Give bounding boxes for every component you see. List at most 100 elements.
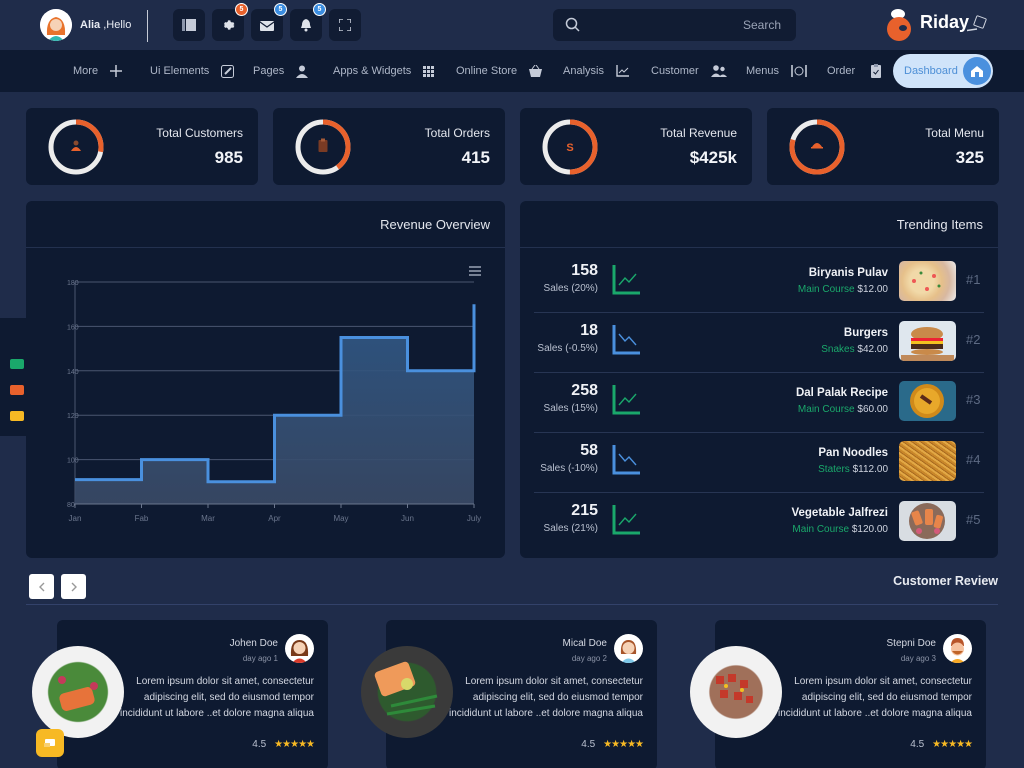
item-sales: Sales (-0.5%)	[537, 343, 598, 354]
rating-value: 4.5	[581, 739, 596, 750]
edit-icon	[221, 64, 235, 78]
bell-icon	[301, 18, 311, 31]
dal-palak-image	[899, 381, 956, 421]
item-count: 18	[580, 322, 598, 339]
grilled-salmon-image	[361, 646, 453, 738]
item-price: $60.00	[857, 404, 888, 415]
item-rank: #3	[966, 392, 981, 407]
notifications-badge: 5	[313, 3, 326, 16]
item-name: Pan Noodles	[818, 447, 888, 459]
item-meta: Main Course $12.00	[798, 284, 888, 295]
item-category: Main Course	[792, 524, 850, 535]
sidebar-toggle-button[interactable]	[173, 9, 205, 41]
nav-item-menus[interactable]: Menus	[746, 50, 807, 92]
brand-logo[interactable]: Riday	[886, 7, 987, 43]
dashboard-button[interactable]: Dashboard	[893, 54, 993, 88]
spatula-icon	[967, 15, 987, 32]
floating-action-button[interactable]	[36, 729, 64, 757]
salmon-salad-image	[32, 646, 124, 738]
user-profile[interactable]: Alia ,Hello	[40, 9, 131, 41]
settings-badge: 5	[235, 3, 248, 16]
users-icon	[710, 65, 727, 77]
dashboard-label: Dashboard	[904, 65, 958, 77]
svg-text:Apr: Apr	[268, 514, 281, 523]
revenue-overview-panel: Revenue Overview 80 100 120 140 160 180 Jan Fab…	[26, 201, 505, 558]
camera-icon[interactable]	[10, 359, 24, 369]
stat-value: 415	[461, 148, 490, 167]
item-name: Burgers	[843, 327, 888, 339]
sidebar-icon	[182, 19, 196, 31]
trending-row[interactable]: 258 Sales (15%) Dal Palak Recipe Main Co…	[534, 373, 984, 433]
chevron-left-icon	[38, 582, 44, 591]
divider	[26, 604, 998, 605]
image-icon[interactable]	[10, 385, 24, 395]
item-count: 215	[571, 502, 598, 519]
nav-item-more[interactable]: More	[73, 50, 123, 92]
panel-title: Trending Items	[896, 217, 983, 232]
svg-text:July: July	[467, 514, 481, 523]
review-time: day ago 1	[242, 654, 278, 663]
trending-row[interactable]: 215 Sales (21%) Vegetable Jalfrezi Main …	[534, 493, 984, 553]
trend-up-icon	[612, 385, 640, 415]
stat-value: 325	[955, 148, 984, 167]
divider	[26, 247, 505, 248]
trend-up-icon	[612, 265, 640, 295]
trending-row[interactable]: 58 Sales (-10%) Pan Noodles Staters $112…	[534, 433, 984, 493]
nav-item-apps-widgets[interactable]: Apps & Widgets	[333, 50, 435, 92]
search-input[interactable]	[589, 9, 789, 41]
mail-icon	[260, 21, 274, 31]
nav-item-online-store[interactable]: Online Store	[456, 50, 543, 92]
stat-title: Total Menu	[925, 126, 984, 140]
svg-text:120: 120	[67, 413, 79, 420]
item-meta: Snakes $42.00	[821, 344, 888, 355]
svg-text:Jan: Jan	[69, 514, 82, 523]
svg-text:160: 160	[67, 324, 79, 331]
trending-items-panel: Trending Items 158 Sales (20%) Biryanis …	[520, 201, 998, 558]
notifications-button[interactable]: 5	[290, 3, 326, 41]
divider	[520, 247, 998, 248]
clipboard-icon	[318, 138, 328, 152]
star-icons: ★★★★★	[274, 739, 315, 750]
chevron-right-icon	[71, 582, 77, 591]
nav-item-order[interactable]: Order	[827, 50, 882, 92]
review-prev-button[interactable]	[29, 574, 54, 599]
stat-title: Total Orders	[424, 126, 490, 140]
review-next-button[interactable]	[61, 574, 86, 599]
trending-row[interactable]: 18 Sales (-0.5%) Burgers Snakes $42.00 #…	[534, 313, 984, 373]
svg-text:80: 80	[67, 502, 75, 509]
mail-button[interactable]: 5	[251, 3, 287, 41]
review-text: Lorem ipsum dolor sit amet, consectetur …	[448, 676, 643, 719]
reviewer-avatar	[285, 634, 314, 663]
search-bar[interactable]	[553, 9, 796, 41]
item-sales: Sales (15%)	[543, 403, 598, 414]
stat-value: 985	[214, 148, 243, 167]
clipboard-icon	[871, 64, 882, 78]
user-greeting: Alia ,Hello	[80, 19, 131, 31]
settings-button[interactable]: 5	[212, 3, 248, 41]
line-chart-icon	[616, 65, 629, 77]
trend-up-icon	[612, 505, 640, 535]
basket-icon	[529, 65, 543, 77]
revenue-chart[interactable]: 80 100 120 140 160 180 Jan Fab Mar Apr May Jun July	[26, 201, 505, 558]
stat-card-menu: Total Menu 325	[767, 108, 999, 185]
nav-item-ui-elements[interactable]: Ui Elements	[150, 50, 235, 92]
nav-item-pages[interactable]: Pages	[253, 50, 309, 92]
biryani-image	[899, 261, 956, 301]
chart-menu-icon[interactable]	[469, 266, 481, 276]
item-price: $42.00	[857, 344, 888, 355]
reviewer-name: Mical Doe	[562, 638, 607, 649]
stat-value: $425k	[689, 148, 737, 167]
user-name: Alia	[80, 19, 101, 31]
greeting-text: ,Hello	[100, 19, 132, 31]
plus-icon	[110, 65, 123, 77]
svg-text:140: 140	[67, 369, 79, 376]
fullscreen-button[interactable]	[329, 9, 361, 41]
trending-row[interactable]: 158 Sales (20%) Biryanis Pulav Main Cour…	[534, 253, 984, 313]
dollar-icon: S	[566, 142, 573, 154]
rating-value: 4.5	[910, 739, 925, 750]
panel-title: Revenue Overview	[380, 217, 490, 232]
chat-icon[interactable]	[10, 411, 24, 421]
nav-item-customer[interactable]: Customer	[651, 50, 727, 92]
jalfrezi-image	[899, 501, 956, 541]
nav-item-analysis[interactable]: Analysis	[563, 50, 629, 92]
